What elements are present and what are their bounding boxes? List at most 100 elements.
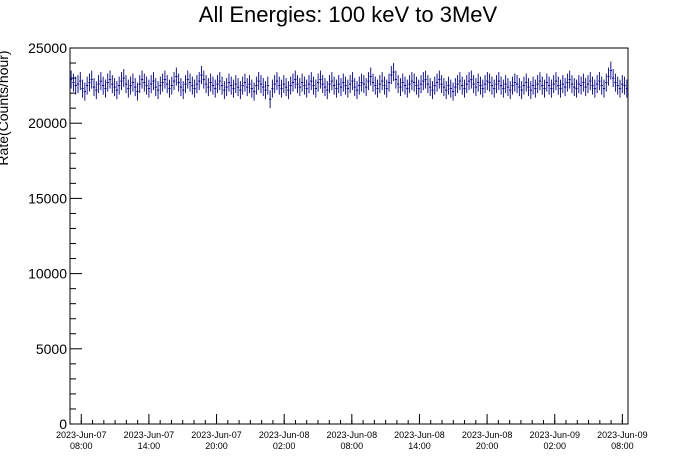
data-point [150,75,153,94]
data-point [118,76,121,95]
data-point [145,76,148,95]
data-point [280,79,283,98]
data-point [449,79,452,98]
data-point [241,76,244,95]
data-point [554,72,558,91]
data-point [255,76,258,95]
data-point [104,79,107,98]
data-point [264,81,267,100]
data-point [88,73,91,92]
data-point [392,63,395,82]
data-point [186,70,189,89]
x-tick-time: 20:00 [476,441,499,451]
y-axis-label: Rate(Counts/hour) [0,50,11,165]
data-point [518,78,521,97]
data-point [547,76,551,95]
data-point [198,72,201,91]
data-point [278,76,281,95]
data-point [541,76,544,95]
data-point [374,76,377,95]
data-point [566,73,569,92]
data-point [534,79,537,98]
data-point [605,73,608,92]
data-point [543,79,546,98]
data-point [314,79,317,98]
data-point [383,76,386,95]
data-point [563,78,567,97]
data-point [440,75,443,94]
data-point [81,79,84,98]
x-tick-time: 02:00 [543,441,566,451]
y-axis: 0 5000 10000 15000 20000 25000 [28,40,82,432]
data-point [138,75,141,94]
data-point [271,79,274,98]
data-point [316,73,320,92]
data-point [72,73,75,92]
data-point [188,73,192,92]
data-point [557,76,560,95]
data-point [529,81,532,100]
data-point [417,79,420,98]
x-tick-time: 14:00 [408,441,431,451]
x-tick-time: 14:00 [138,441,161,451]
data-point [307,75,311,94]
data-point [209,73,212,92]
data-point [76,75,80,94]
data-point [332,76,336,95]
data-point [152,72,155,91]
data-point [346,79,349,98]
x-tick-time: 02:00 [273,441,296,451]
x-tick-time: 08:00 [611,441,634,451]
data-point [147,79,151,98]
data-point [614,73,617,92]
y-tick-label: 20000 [28,115,67,131]
data-point [106,73,109,92]
data-point [284,78,288,97]
data-point [609,61,612,80]
data-point [458,72,462,91]
data-point [204,75,208,94]
data-point [625,79,628,98]
data-point [387,73,391,92]
data-point [456,75,459,94]
data-point [182,81,185,100]
data-point [232,79,235,98]
data-point [463,79,466,98]
data-point [570,75,574,94]
data-point [419,75,423,94]
data-point [83,82,87,101]
data-point [296,75,299,94]
data-point [527,78,530,97]
data-point [250,79,253,98]
data-point [275,72,279,91]
data-point [365,78,368,97]
data-point [120,72,123,91]
data-point [429,78,432,97]
data-point [111,75,114,94]
data-point [140,70,144,89]
data-point [486,72,489,91]
data-point [406,79,409,98]
data-point [95,81,98,100]
data-point [262,78,265,97]
data-point [397,75,400,94]
data-point [134,78,137,97]
data-point [481,79,484,98]
y-tick-label: 10000 [28,266,67,282]
data-point [445,81,448,100]
x-tick-date: 2023-Jun-08 [327,430,378,440]
data-point [227,73,231,92]
data-point [602,79,606,98]
data-point [273,75,276,94]
data-point [330,72,333,91]
data-point [191,76,194,95]
data-point [545,73,548,92]
data-point [179,78,183,97]
data-point [573,78,576,97]
data-point [451,82,455,101]
data-point [291,73,295,92]
data-point [595,75,599,94]
data-point [321,75,324,94]
